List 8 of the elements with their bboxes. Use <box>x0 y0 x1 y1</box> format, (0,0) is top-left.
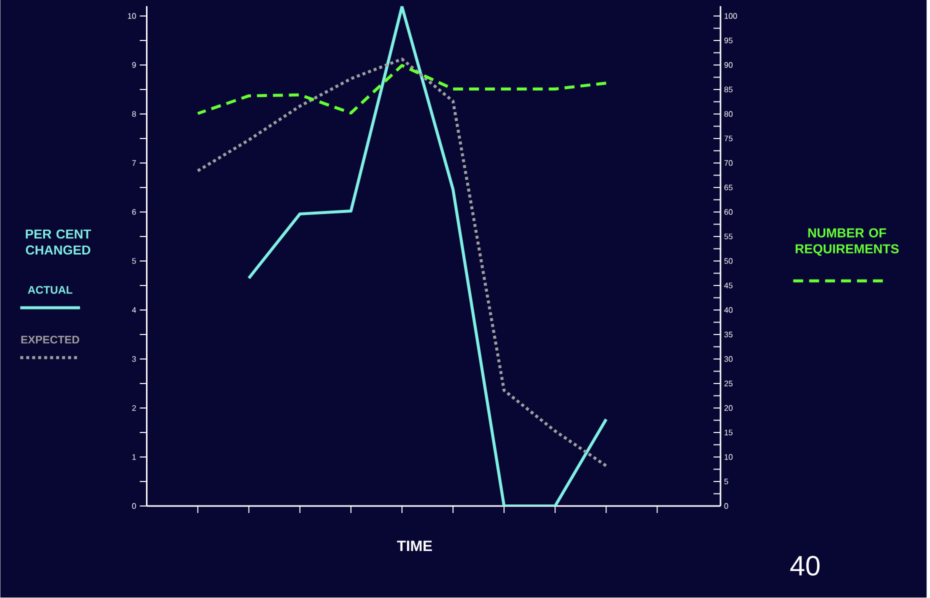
text: EXPECTED <box>21 336 80 344</box>
text: 40 <box>790 556 820 576</box>
x-axis-title: TIME <box>397 540 432 552</box>
line-series <box>247 6 608 506</box>
text: ACTUAL <box>28 286 72 294</box>
y-axis-title: PER CENT CHANGED <box>26 230 92 255</box>
line-series <box>196 58 608 468</box>
y2-axis-title: NUMBER OF REQUIREMENTS <box>796 228 899 256</box>
